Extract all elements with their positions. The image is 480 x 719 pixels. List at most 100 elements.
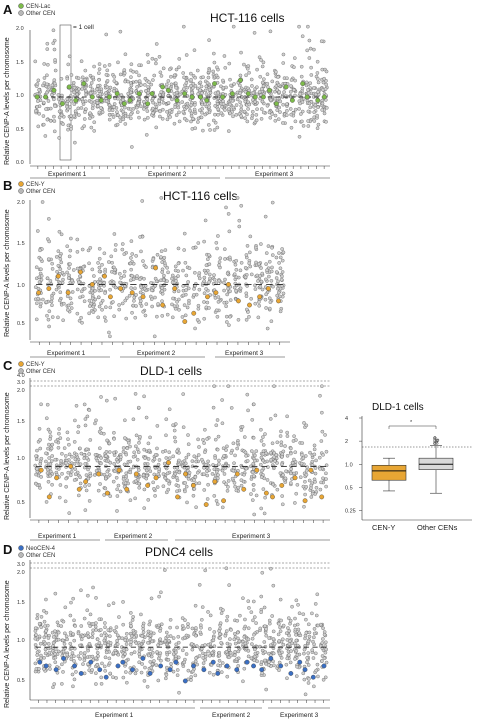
other-cen-point [146,629,151,634]
other-cen-point [193,126,198,130]
other-cen-point [118,72,123,77]
other-cen-point [198,80,203,85]
other-cen-point [183,481,187,485]
other-cen-point [90,631,95,636]
other-cen-point [292,457,296,462]
other-cen-point [128,459,133,464]
other-cen-point [313,92,318,97]
other-cen-point [166,487,171,492]
other-cen-point [182,248,186,252]
highlight-cen-point [220,94,226,100]
other-cen-point [223,108,227,112]
other-cen-point [87,621,91,626]
other-cen-point [123,298,128,303]
other-cen-point [294,633,298,637]
other-cen-point [102,64,107,68]
other-cen-point [310,491,315,496]
other-cen-point [266,244,271,248]
other-cen-point [99,288,104,293]
other-cen-point [233,650,237,654]
other-cen-point [130,252,135,256]
other-cen-point [146,653,151,658]
other-cen-point [250,418,255,422]
other-cen-point [60,662,64,667]
other-cen-point [145,473,149,478]
other-cen-point [56,249,61,253]
other-cen-point [61,318,65,323]
other-cen-point [277,105,281,110]
other-cen-point [97,110,102,115]
other-cen-point [35,653,40,657]
other-cen-point [160,260,164,264]
other-cen-point [45,47,50,51]
other-cen-point [37,280,42,284]
other-cen-point [111,115,116,119]
other-cen-point [99,456,103,460]
other-cen-point [219,670,224,674]
other-cen-point [119,276,123,280]
panel-c: C CEN-Y Other CEN DLD-1 cells Relative C… [3,358,472,541]
other-cen-point [167,407,172,412]
other-cen-point [45,313,49,318]
other-cen-point [235,196,240,200]
other-cen-point [39,301,43,306]
other-cen-point [205,81,210,85]
other-cen-point [195,68,200,73]
other-cen-point [129,624,133,628]
other-cen-point [273,459,277,463]
other-cen-point [34,457,39,461]
other-cen-point [255,659,259,664]
other-cen-point [324,69,329,74]
other-cen-point [94,656,98,661]
highlight-cen-point [73,97,79,103]
other-cen-point [169,74,173,79]
other-cen-point [91,299,96,304]
other-cen-point [189,678,193,682]
other-cen-point [210,650,214,655]
panel-c-ytick-0: 0.5 [17,500,25,506]
other-cen-point [137,440,141,445]
other-cen-point [146,85,150,89]
other-cen-point [69,127,73,131]
other-cen-point [73,418,77,423]
other-cen-point [63,499,68,504]
other-cen-point [48,466,53,470]
other-cen-point [90,106,95,111]
other-cen-point [96,488,101,493]
other-cen-point [243,617,247,622]
other-cen-point [196,307,201,311]
other-cen-point [208,653,212,658]
other-cen-point [214,73,219,78]
highlight-cen-point [104,490,110,496]
other-cen-point [302,651,306,656]
other-cen-point [97,641,102,645]
other-cen-point [53,660,58,664]
other-cen-point [219,641,223,645]
other-cen-point [228,314,232,319]
other-cen-point [80,99,85,104]
other-cen-point [251,488,256,492]
other-cen-point [290,460,295,465]
other-cen-point [270,441,275,446]
other-cen-point [65,652,69,657]
other-cen-point [181,71,185,75]
other-cen-point [176,484,181,488]
highlight-cen-point [136,91,142,97]
other-cen-point [181,110,186,114]
other-cen-point [259,117,264,121]
highlight-cen-point [53,667,59,673]
other-cen-point [323,87,328,91]
other-cen-point [259,242,263,246]
other-cen-point [287,653,291,657]
other-cen-point [198,630,203,635]
other-cen-point [275,286,280,291]
other-cen-point [239,114,243,118]
highlight-cen-point [36,290,42,296]
highlight-cen-point [46,494,52,500]
other-cen-point [93,453,98,457]
other-cen-point [260,87,264,91]
other-cen-point [120,636,125,641]
other-cen-point [289,451,293,456]
other-cen-point [212,384,216,388]
other-cen-point [164,490,169,495]
